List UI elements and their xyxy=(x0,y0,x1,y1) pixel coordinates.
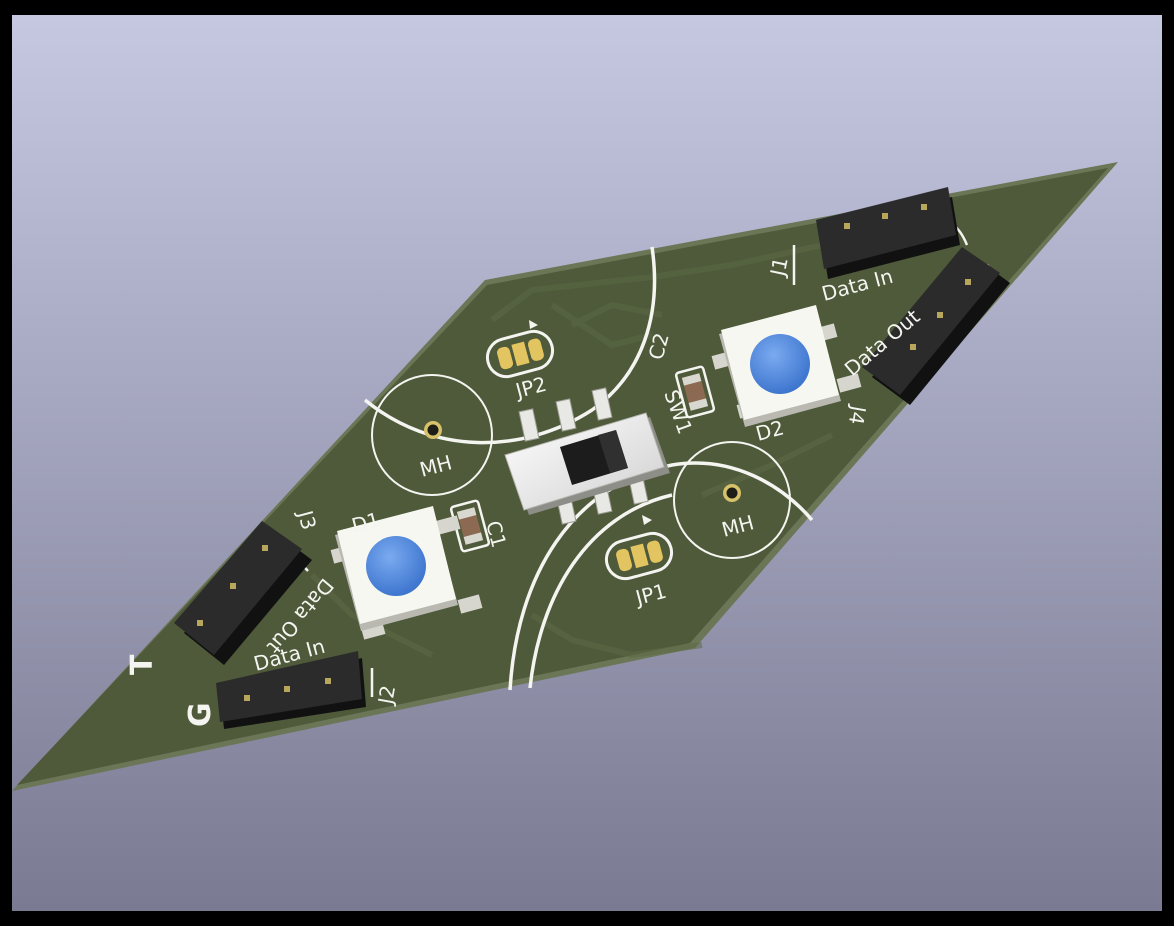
mounting-hole-left-ring xyxy=(371,374,493,496)
mounting-hole-right-ring xyxy=(673,441,791,559)
copper-zone-hints xyxy=(309,240,834,659)
led-d2[interactable] xyxy=(711,305,862,427)
slide-switch-sw1[interactable] xyxy=(504,387,670,525)
pcb-3d-render[interactable]: J1 Data In Data Out J4 D2 C2 SW1 JP2 MH … xyxy=(12,15,1162,911)
solder-jumper-jp2[interactable] xyxy=(483,320,557,381)
pin-header-j2[interactable] xyxy=(216,651,374,729)
led-d1-lens xyxy=(366,536,426,596)
led-d1[interactable] xyxy=(330,506,483,640)
capacitor-c2[interactable] xyxy=(674,365,716,419)
solder-jumper-jp1[interactable] xyxy=(602,515,676,583)
pin-header-j4[interactable] xyxy=(862,247,1010,405)
label-mark-g: G xyxy=(183,702,218,727)
mounting-hole-right xyxy=(723,484,741,502)
silk-arc-bottom-inner xyxy=(528,493,673,689)
mounting-hole-left xyxy=(424,421,442,439)
3d-viewer-viewport[interactable]: J1 Data In Data Out J4 D2 C2 SW1 JP2 MH … xyxy=(12,15,1162,911)
pin-header-j1[interactable] xyxy=(792,187,960,285)
pin-header-j3[interactable] xyxy=(174,521,312,665)
label-mark-t: T xyxy=(125,654,160,675)
led-d2-lens xyxy=(750,334,810,394)
